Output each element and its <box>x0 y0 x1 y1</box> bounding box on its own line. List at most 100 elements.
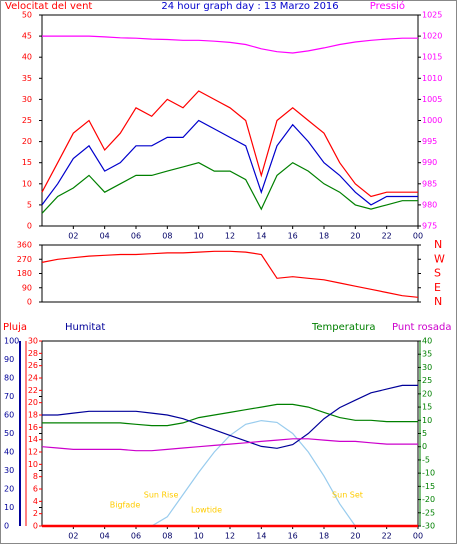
x-tick-label: 06 <box>131 532 141 541</box>
y-tick-label: 180 <box>17 269 32 278</box>
rain-tick-label: 4 <box>33 497 38 506</box>
humidity-label: Humitat <box>65 322 105 333</box>
x-tick-label: 04 <box>100 232 110 241</box>
rain-tick-label: 22 <box>28 386 38 395</box>
y2-tick-label: E <box>434 281 441 294</box>
rain-tick-label: 28 <box>28 349 38 358</box>
series-line <box>41 161 418 214</box>
y2-tick-label: 1010 <box>422 74 442 83</box>
x-tick-label: 14 <box>256 532 266 541</box>
y-tick-label: 80 <box>4 374 14 383</box>
x-tick-label: 00 <box>413 232 423 241</box>
y-tick-label: 40 <box>22 53 32 62</box>
y2-tick-label: 985 <box>422 179 437 188</box>
series-line <box>42 384 418 449</box>
rain-tick-label: 16 <box>28 423 38 432</box>
rain-tick-label: 26 <box>28 361 38 370</box>
y2-tick-label: 1005 <box>422 95 442 104</box>
x-tick-label: 06 <box>131 232 141 241</box>
y2-tick-label: -30 <box>422 522 435 531</box>
y2-tick-label: 995 <box>422 137 437 146</box>
y2-tick-label: -15 <box>422 482 435 491</box>
y2-tick-label: -5 <box>422 455 430 464</box>
x-tick-label: 00 <box>413 532 423 541</box>
pressure-label: Pressió <box>370 0 405 12</box>
y-tick-label: 35 <box>22 74 32 83</box>
x-tick-label: 16 <box>288 532 298 541</box>
series-line <box>41 119 418 206</box>
y-tick-label: 20 <box>4 485 14 494</box>
y-tick-label: 90 <box>22 283 32 292</box>
plot-area <box>41 14 419 227</box>
annotation: Bigfade <box>110 501 141 510</box>
y2-tick-label: -25 <box>422 508 435 517</box>
x-tick-label: 10 <box>194 532 204 541</box>
y-tick-label: 5 <box>27 200 32 209</box>
rain-tick-label: 6 <box>33 485 38 494</box>
y2-tick-label: N <box>434 295 442 308</box>
chart-title: 24 hour graph day : 13 Marzo 2016 <box>161 1 338 12</box>
rain-tick-label: 8 <box>33 472 38 481</box>
y2-tick-label: 20 <box>422 389 432 398</box>
dewpoint-label: Punt rosada <box>392 322 451 333</box>
series-line <box>42 403 418 427</box>
x-tick-label: 04 <box>100 532 110 541</box>
x-tick-label: 08 <box>162 532 172 541</box>
y-tick-label: 60 <box>4 411 14 420</box>
x-tick-label: 02 <box>68 232 78 241</box>
rain-tick-label: 0 <box>33 522 38 531</box>
x-tick-label: 18 <box>319 232 329 241</box>
y2-tick-label: 980 <box>422 200 437 209</box>
y-tick-label: 0 <box>4 522 9 531</box>
annotation: Lowtide <box>191 506 222 515</box>
y-tick-label: 100 <box>4 337 19 346</box>
y-tick-label: 0 <box>27 298 32 307</box>
rain-tick-label: 24 <box>28 374 38 383</box>
rain-tick-label: 2 <box>33 509 38 518</box>
series-line <box>41 250 419 298</box>
y-tick-label: 0 <box>27 222 32 231</box>
x-tick-label: 14 <box>256 232 266 241</box>
rain-tick-label: 12 <box>28 448 38 457</box>
y2-tick-label: -10 <box>422 469 435 478</box>
y2-tick-label: 990 <box>422 158 437 167</box>
x-tick-label: 12 <box>225 232 235 241</box>
y2-tick-label: 1000 <box>422 116 442 125</box>
wind-label: Velocitat del vent <box>5 1 92 12</box>
y-tick-label: 15 <box>22 158 32 167</box>
rain-tick-label: 20 <box>28 398 38 407</box>
y-tick-label: 270 <box>17 255 32 264</box>
x-tick-label: 20 <box>350 232 360 241</box>
y2-tick-label: 5 <box>422 429 427 438</box>
y-tick-label: 70 <box>4 392 14 401</box>
y-tick-label: 10 <box>4 503 14 512</box>
annotation: Sun Set <box>332 491 363 500</box>
x-tick-label: 08 <box>162 232 172 241</box>
x-tick-label: 10 <box>194 232 204 241</box>
y2-tick-label: 35 <box>422 350 432 359</box>
y2-tick-label: 15 <box>422 403 432 412</box>
y-tick-label: 50 <box>22 11 32 20</box>
series-line <box>42 35 418 54</box>
y2-tick-label: N <box>434 238 442 251</box>
rain-tick-label: 18 <box>28 411 38 420</box>
y-tick-label: 50 <box>4 429 14 438</box>
x-tick-label: 20 <box>350 532 360 541</box>
y2-tick-label: W <box>434 252 445 265</box>
series-line <box>41 438 418 452</box>
y2-tick-label: S <box>434 267 441 280</box>
y2-tick-label: 0 <box>422 442 427 451</box>
y-tick-label: 20 <box>22 137 32 146</box>
x-tick-label: 16 <box>288 232 298 241</box>
rain-tick-label: 14 <box>28 435 38 444</box>
y-tick-label: 40 <box>4 448 14 457</box>
y-tick-label: 30 <box>4 466 14 475</box>
x-tick-label: 12 <box>225 532 235 541</box>
x-tick-label: 22 <box>382 232 392 241</box>
y-tick-label: 25 <box>22 116 32 125</box>
y2-tick-label: 1020 <box>422 32 442 41</box>
plot-area <box>41 340 419 527</box>
rain-label: Pluja <box>3 322 27 333</box>
y2-tick-label: 10 <box>422 416 432 425</box>
